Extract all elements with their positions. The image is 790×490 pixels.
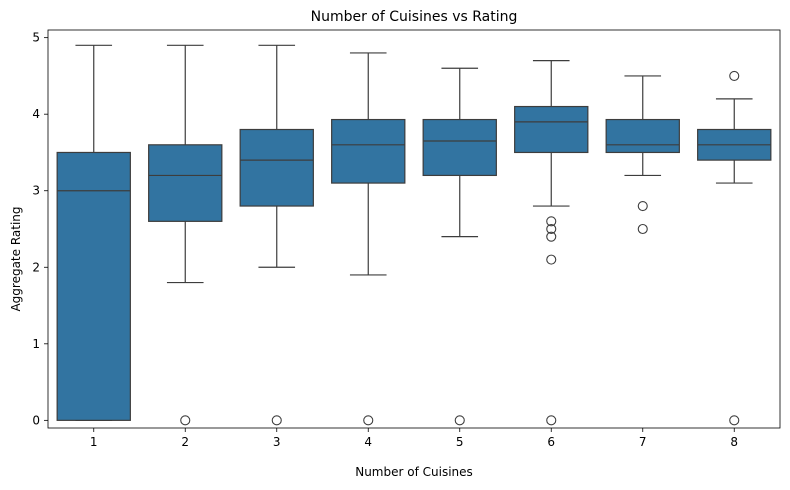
box-group-8 <box>697 70 772 426</box>
outlier-point <box>729 415 740 426</box>
box-iqr <box>239 128 314 207</box>
outlier-point <box>637 223 648 235</box>
x-tick-label: 7 <box>639 435 647 449</box>
outlier-point <box>271 415 282 426</box>
box-group-7 <box>605 75 680 235</box>
box-group-2 <box>148 44 223 426</box>
y-tick-label: 2 <box>32 260 40 274</box>
y-tick-label: 1 <box>32 337 40 351</box>
box-iqr <box>148 144 223 222</box>
y-tick-label: 4 <box>32 107 40 121</box>
box-iqr <box>422 118 497 177</box>
box-iqr <box>56 151 131 421</box>
y-tick-label: 5 <box>32 31 40 45</box>
x-tick-label: 8 <box>730 435 738 449</box>
x-tick-label: 5 <box>456 435 464 449</box>
plot-frame <box>47 29 781 429</box>
box-group-5 <box>422 67 497 426</box>
y-axis: 0 1 2 3 4 5 <box>32 31 48 427</box>
box-group-3 <box>239 44 314 426</box>
x-axis-label: Number of Cuisines <box>355 465 473 479</box>
y-axis-label: Aggregate Rating <box>9 206 23 311</box>
chart-title: Number of Cuisines vs Rating <box>311 9 518 25</box>
box-group-6 <box>514 60 589 426</box>
outlier-point <box>546 415 557 426</box>
x-tick-label: 1 <box>90 435 98 449</box>
x-tick-label: 4 <box>364 435 372 449</box>
box-group-4 <box>331 52 406 426</box>
plot-area <box>56 44 772 426</box>
outlier-point <box>637 200 648 212</box>
outlier-point <box>729 70 740 81</box>
outlier-point <box>546 216 557 227</box>
x-tick-label: 6 <box>547 435 555 449</box>
y-tick-label: 3 <box>32 184 40 198</box>
x-tick-label: 2 <box>181 435 189 449</box>
x-tick-label: 3 <box>273 435 281 449</box>
outlier-point <box>546 254 557 265</box>
outlier-point <box>546 231 557 242</box>
box-iqr <box>514 105 589 154</box>
outlier-point <box>363 415 374 426</box>
y-tick-label: 0 <box>32 413 40 427</box>
outlier-point <box>546 223 557 235</box>
x-axis: 1 2 3 4 5 6 7 8 <box>90 428 738 449</box>
outlier-point <box>180 415 191 426</box>
box-iqr <box>605 118 680 154</box>
outlier-point <box>454 415 465 426</box>
box-group-1 <box>56 44 131 421</box>
box-iqr <box>331 118 406 184</box>
